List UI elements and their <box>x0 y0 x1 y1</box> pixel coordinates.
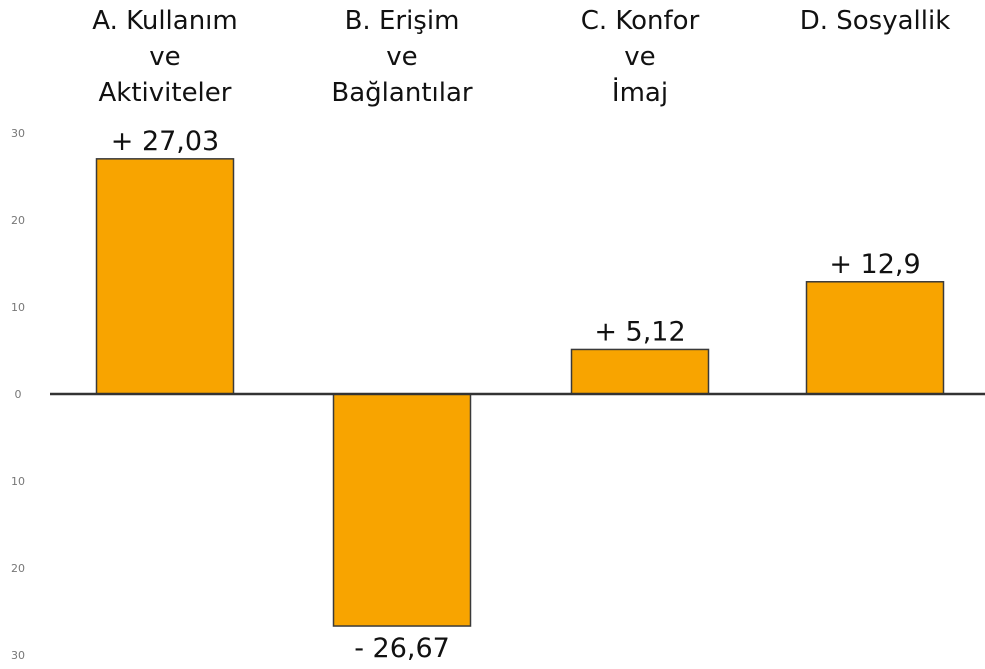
y-tick-label: 20 <box>11 214 25 227</box>
data-labels: + 27,03 - 26,67 + 5,12 + 12,9 <box>111 126 921 664</box>
category-label: A. Kullanım ve Aktiviteler <box>92 6 238 108</box>
bar <box>332 393 472 627</box>
data-label: - 26,67 <box>354 633 450 664</box>
y-tick-label: 20 <box>11 562 25 575</box>
y-tick-label: 0 <box>15 388 22 401</box>
category-labels: A. Kullanım ve Aktiviteler B. Erişim ve Bağla… <box>92 6 950 108</box>
bar <box>95 158 235 395</box>
y-axis-ticks: 30 20 10 0 10 20 30 <box>11 127 25 662</box>
category-label: C. Konfor ve İmaj <box>581 6 700 108</box>
data-label: + 12,9 <box>829 249 920 280</box>
y-tick-label: 30 <box>11 127 25 140</box>
bar <box>570 348 710 395</box>
category-label: B. Erişim ve Bağlantılar <box>331 6 472 108</box>
y-tick-label: 10 <box>11 301 25 314</box>
data-label: + 27,03 <box>111 126 220 157</box>
y-tick-label: 10 <box>11 475 25 488</box>
bar <box>805 281 945 395</box>
y-tick-label: 30 <box>11 649 25 662</box>
data-label: + 5,12 <box>594 316 685 347</box>
category-label: D. Sosyallik <box>800 6 951 36</box>
bars <box>95 158 945 627</box>
